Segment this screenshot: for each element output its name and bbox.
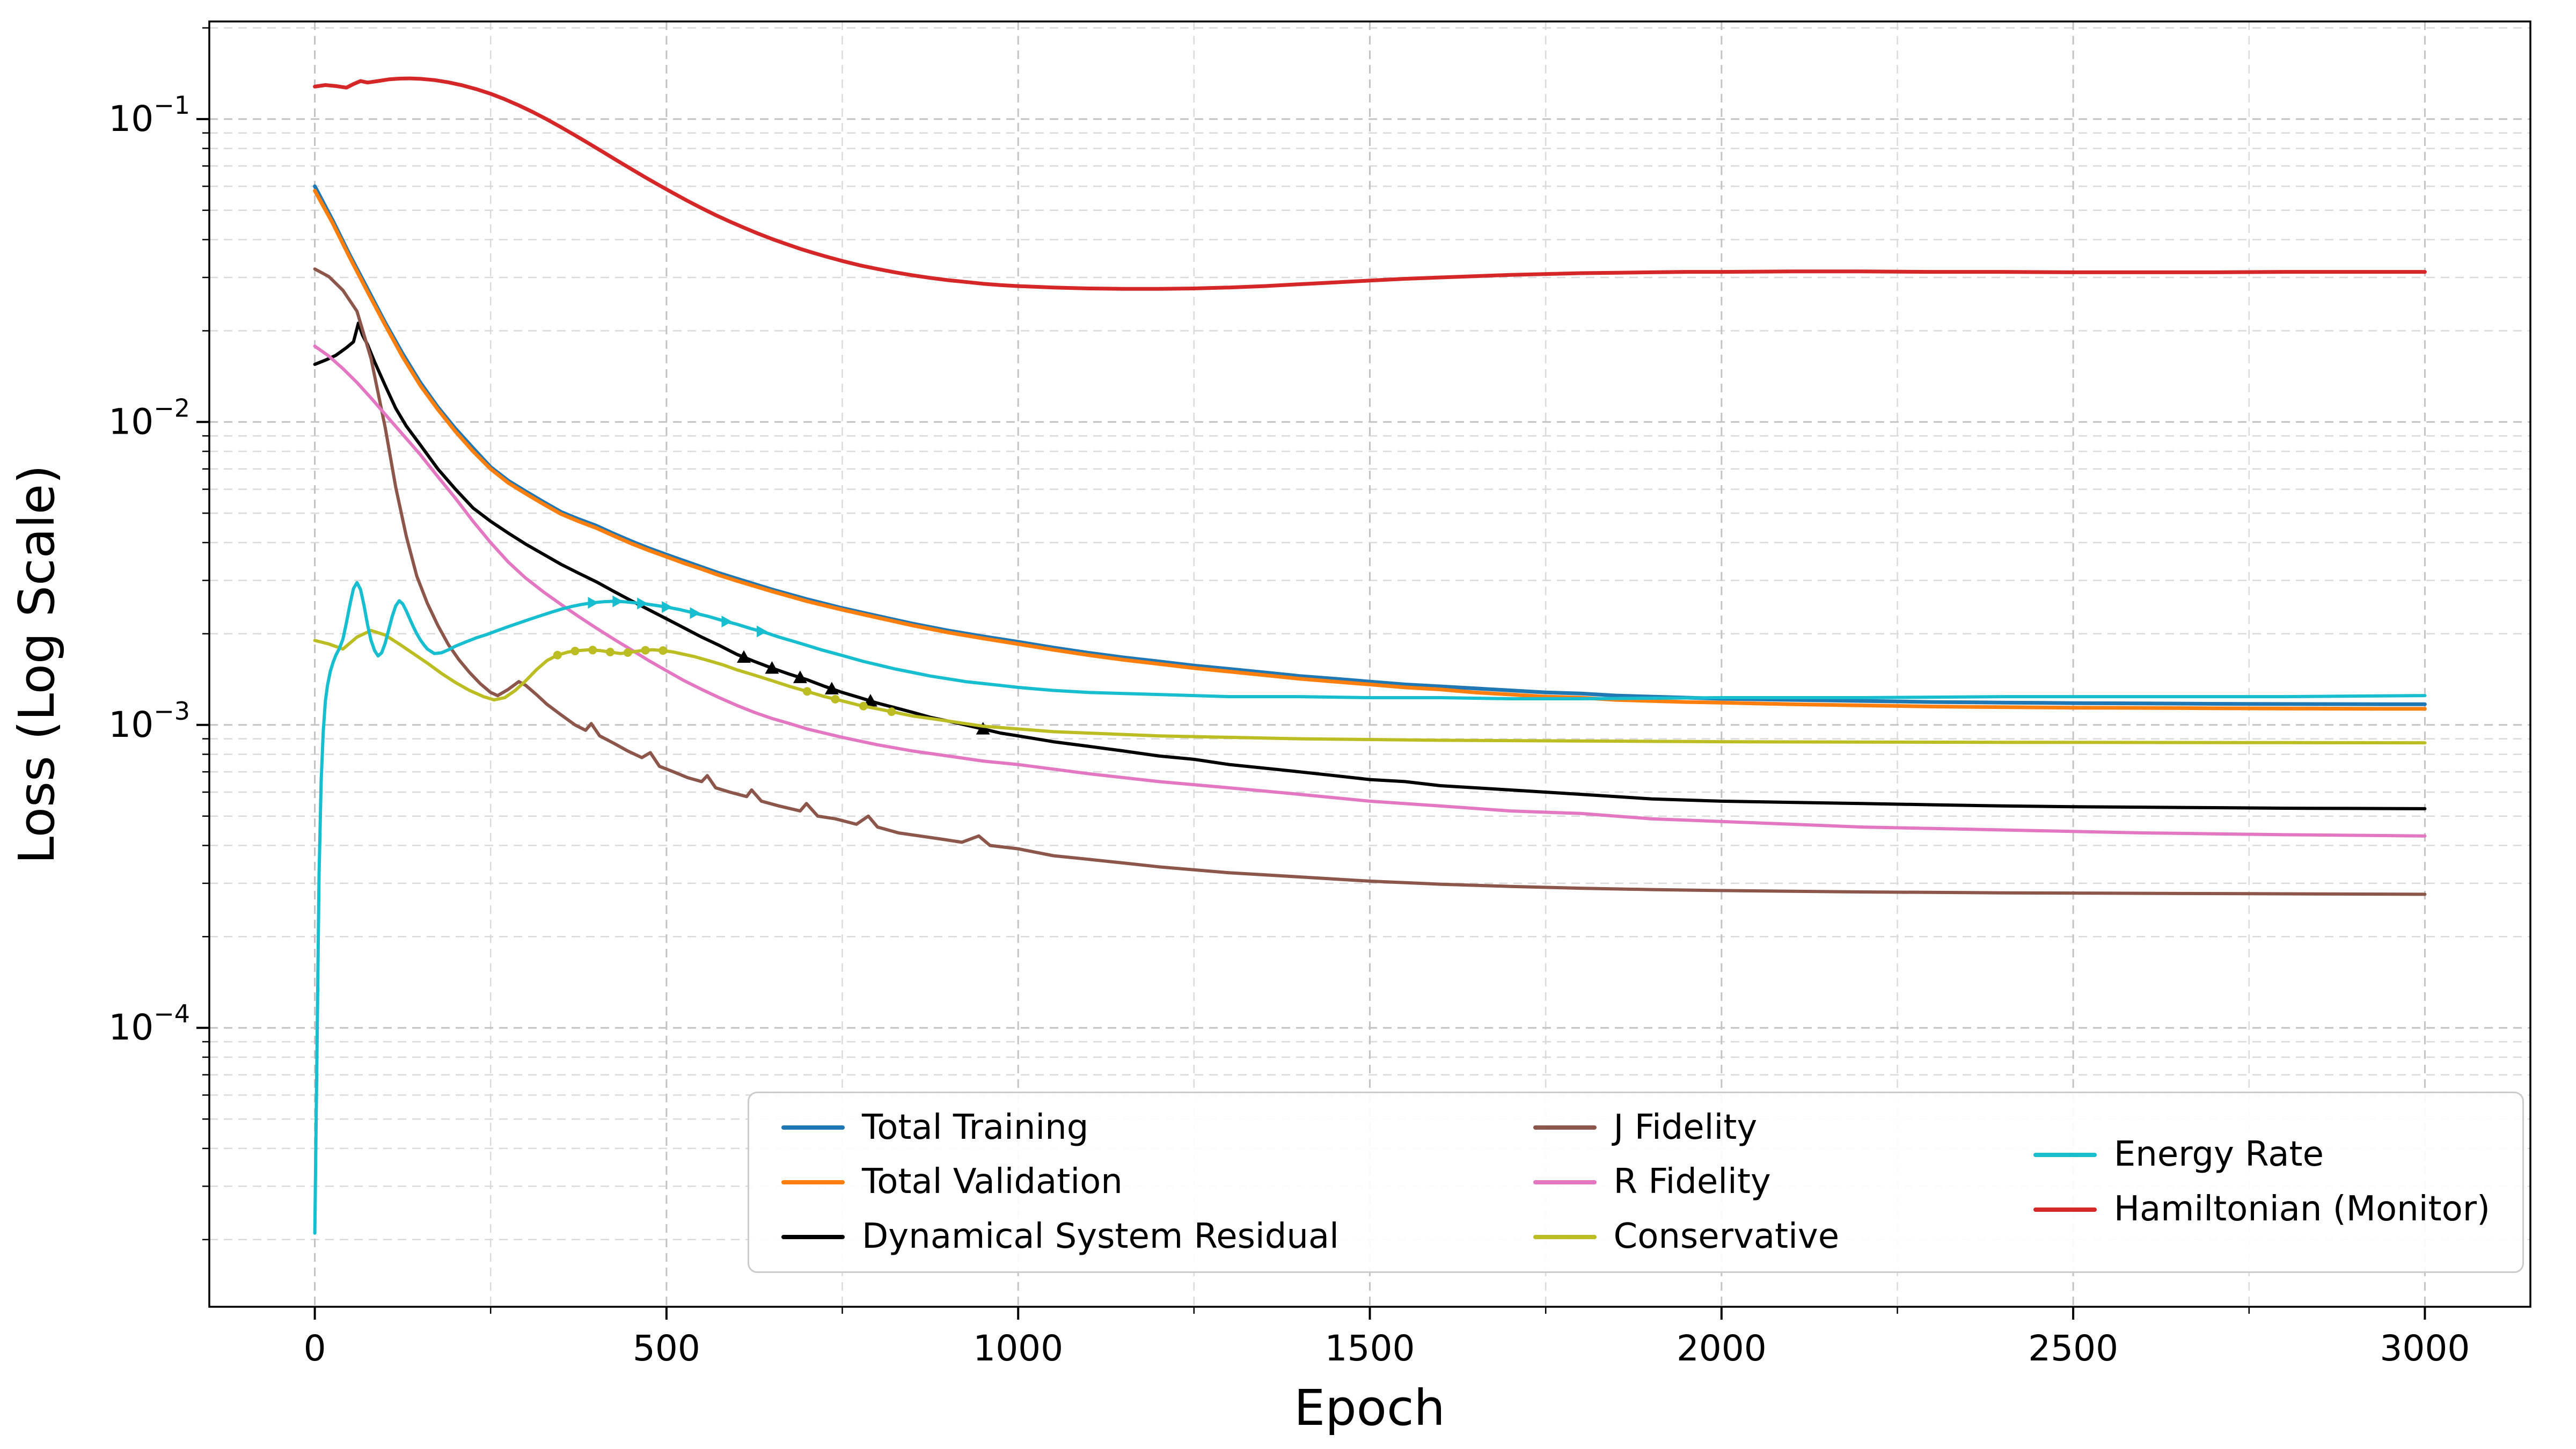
marker-triangle-up	[793, 670, 807, 683]
legend-line-sample	[2033, 1153, 2097, 1158]
legend: Total Training Total Validation Dynamical …	[748, 1092, 2524, 1273]
legend-label: J Fidelity	[1613, 1107, 1758, 1147]
x-tick-label: 1000	[973, 1328, 1063, 1369]
legend-column: Total Training Total Validation Dynamical …	[781, 1108, 1339, 1257]
y-tick-label: 10−2	[108, 393, 190, 442]
legend-line-sample	[781, 1180, 845, 1184]
y-tick-label: 10−4	[108, 999, 190, 1048]
marker-triangle-up	[976, 722, 990, 735]
y-axis-label: Loss (Log Scale)	[8, 465, 65, 864]
series-conservative	[313, 628, 2427, 745]
marker-dot	[553, 650, 562, 660]
legend-label: Hamiltonian (Monitor)	[2113, 1189, 2490, 1229]
legend-label: R Fidelity	[1613, 1162, 1771, 1202]
marker-dot	[623, 648, 632, 657]
marker-dot	[887, 707, 896, 716]
marker-triangle-right	[757, 625, 767, 638]
legend-line-sample	[2033, 1207, 2097, 1212]
x-tick-label: 2500	[2028, 1328, 2118, 1369]
legend-label: Conservative	[1613, 1216, 1840, 1256]
legend-line-sample	[781, 1234, 845, 1239]
legend-line-sample	[781, 1125, 845, 1130]
legend-item-dynamical-system-residual: Dynamical System Residual	[781, 1217, 1339, 1257]
x-tick-label: 1500	[1325, 1328, 1415, 1369]
legend-item-total-validation: Total Validation	[781, 1162, 1339, 1202]
marker-triangle-up	[863, 694, 877, 707]
y-tick-label: 10−3	[108, 697, 190, 745]
marker-triangle-right	[588, 597, 599, 609]
legend-item-conservative: Conservative	[1533, 1216, 1840, 1257]
x-tick-label: 0	[304, 1328, 326, 1369]
legend-item-j-fidelity: J Fidelity	[1533, 1108, 1840, 1148]
legend-label: Energy Rate	[2113, 1135, 2324, 1175]
legend-label: Total Training	[862, 1107, 1089, 1147]
legend-column: J Fidelity R Fidelity Conservative	[1533, 1108, 1840, 1257]
legend-line-sample	[1533, 1234, 1597, 1239]
marker-triangle-right	[721, 616, 733, 628]
marker-dot	[859, 701, 868, 711]
series-r-fidelity	[313, 345, 2427, 838]
marker-dot	[588, 646, 597, 655]
x-axis-label: Epoch	[1294, 1379, 1445, 1437]
series-energy-rate	[313, 581, 2427, 1235]
series-dynamical-system-residual	[313, 321, 2427, 810]
y-tick-label: 10−1	[108, 91, 190, 140]
series-hamiltonian-monitor	[313, 76, 2427, 291]
legend-item-total-training: Total Training	[781, 1108, 1339, 1148]
marker-dot	[831, 694, 840, 704]
series-total-validation	[313, 188, 2427, 711]
legend-label: Total Validation	[862, 1162, 1123, 1202]
marker-triangle-right	[690, 607, 701, 619]
legend-line-sample	[1533, 1125, 1597, 1130]
marker-triangle-right	[662, 601, 672, 613]
x-tick-label: 2000	[1677, 1328, 1767, 1369]
legend-item-energy-rate: Energy Rate	[2033, 1135, 2490, 1175]
marker-dot	[803, 687, 811, 696]
legend-line-sample	[1533, 1180, 1597, 1184]
marker-dot	[658, 646, 668, 655]
chart-layers: 0 500 1000 1500 2000 2500 3000 10−1 10−2 10−3 10−4	[108, 20, 2531, 1369]
marker-triangle-right	[612, 595, 624, 608]
legend-item-hamiltonian-monitor: Hamiltonian (Monitor)	[2033, 1189, 2490, 1230]
marker-triangle-up	[737, 650, 751, 663]
legend-column: Energy Rate Hamiltonian (Monitor)	[2033, 1135, 2490, 1229]
series-j-fidelity	[313, 267, 2427, 896]
marker-dot	[641, 646, 650, 655]
legend-label: Dynamical System Residual	[862, 1216, 1339, 1256]
marker-triangle-up	[824, 682, 839, 694]
x-tick-label: 500	[633, 1328, 700, 1369]
marker-dot	[606, 648, 614, 656]
legend-item-r-fidelity: R Fidelity	[1533, 1162, 1840, 1202]
marker-triangle-right	[637, 597, 648, 610]
marker-triangle-up	[765, 661, 779, 674]
x-tick-label: 3000	[2380, 1328, 2470, 1369]
marker-dot	[570, 647, 580, 656]
